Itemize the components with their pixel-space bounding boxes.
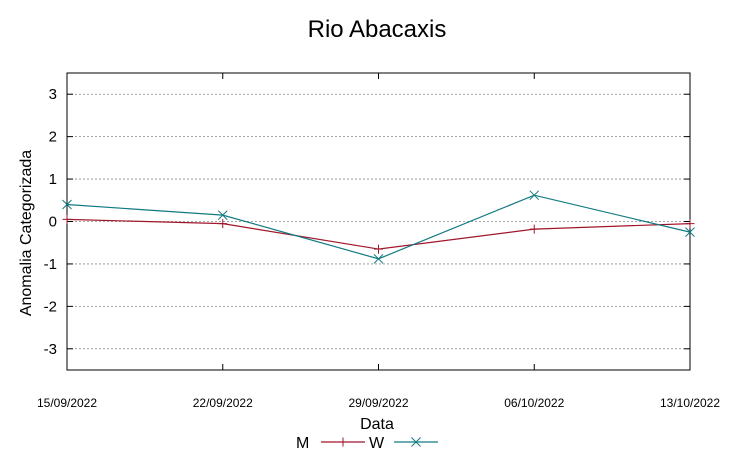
cross-marker <box>529 190 540 201</box>
x-tick-label: 29/09/2022 <box>348 396 408 410</box>
marker-stroke <box>529 190 540 201</box>
y-tick-label: 3 <box>49 86 57 103</box>
y-tick-label: 0 <box>49 214 57 231</box>
chart-title: Rio Abacaxis <box>308 16 447 43</box>
x-tick-label: 15/09/2022 <box>37 396 97 410</box>
y-tick-label: -2 <box>44 298 57 315</box>
plus-marker <box>62 214 72 224</box>
cross-marker <box>685 227 695 237</box>
x-axis: 15/09/2022 22/09/2022 29/09/2022 06/10/2022… <box>37 73 720 410</box>
cross-marker <box>217 210 228 220</box>
plus-marker <box>685 219 695 229</box>
marker-stroke <box>373 253 384 264</box>
plus-marker <box>218 219 228 229</box>
y-tick-label: -1 <box>44 256 57 273</box>
legend-label: M <box>296 435 309 452</box>
x-axis-label: Data <box>360 416 394 433</box>
cross-marker <box>62 199 72 210</box>
marker-stroke <box>411 437 421 447</box>
marker-stroke <box>685 227 695 237</box>
x-tick-label: 13/10/2022 <box>660 396 720 410</box>
plus-marker <box>338 437 348 447</box>
cross-marker <box>411 437 421 447</box>
x-tick-label: 06/10/2022 <box>504 396 564 410</box>
plus-marker <box>374 244 383 254</box>
y-axis-label: Anomalia Categorizada <box>18 150 35 316</box>
y-tick-label: 2 <box>49 129 57 146</box>
y-tick-label: -3 <box>44 341 57 358</box>
y-axis: 3 2 1 0 -1 -2 -3 <box>44 86 690 358</box>
plus-marker <box>529 224 539 234</box>
y-tick-label: 1 <box>49 171 57 188</box>
cross-marker <box>373 253 384 264</box>
series-layer <box>62 190 695 264</box>
legend-label: W <box>369 435 385 452</box>
x-tick-label: 22/09/2022 <box>193 396 253 410</box>
marker-stroke <box>62 199 72 210</box>
marker-stroke <box>217 210 228 220</box>
